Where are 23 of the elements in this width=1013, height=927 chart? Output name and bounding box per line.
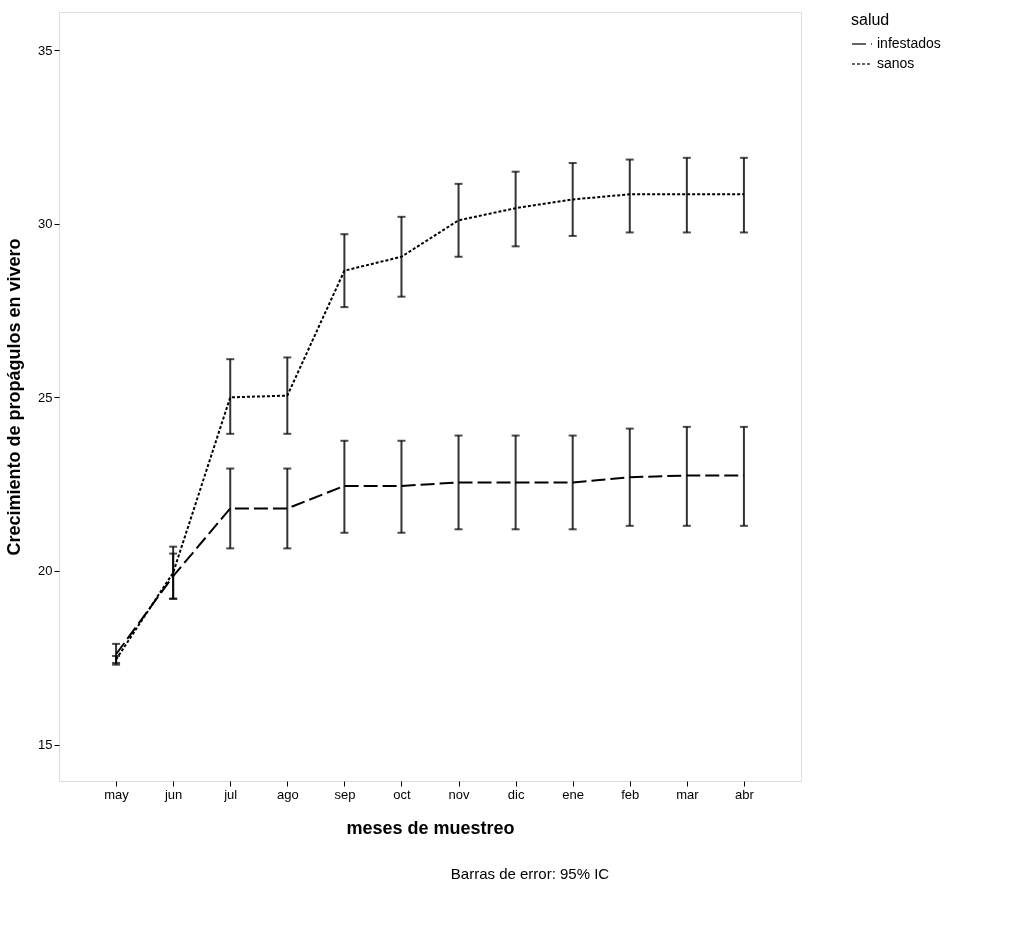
legend-label: infestados <box>877 35 941 51</box>
x-tick-label: mar <box>676 786 700 802</box>
x-tick-label: may <box>104 786 130 802</box>
y-axis-title: Crecimiento de propágulos en vivero <box>4 238 25 556</box>
x-tick-label: jul <box>223 786 238 802</box>
x-tick-label: dic <box>507 786 525 802</box>
x-tick-label: abr <box>735 786 755 802</box>
y-tick-label: 20 <box>38 563 53 579</box>
x-tick-label: sep <box>334 786 356 802</box>
x-tick-label: feb <box>621 786 640 802</box>
y-tick-label: 15 <box>38 737 53 753</box>
text: Barras de error: 95% IC <box>450 865 610 882</box>
y-tick-label: 25 <box>38 389 53 405</box>
x-tick-label: oct <box>393 786 412 802</box>
y-tick-label: 35 <box>38 42 53 58</box>
y-tick-label: 30 <box>38 216 53 232</box>
x-tick-label: jun <box>163 786 183 802</box>
x-tick-label: ene <box>562 786 585 802</box>
x-tick-label: ago <box>276 786 299 802</box>
legend-label: sanos <box>877 55 915 71</box>
x-tick-label: nov <box>448 786 471 802</box>
legend-title: salud <box>851 11 890 28</box>
x-axis-title: meses de muestreo <box>346 817 515 838</box>
